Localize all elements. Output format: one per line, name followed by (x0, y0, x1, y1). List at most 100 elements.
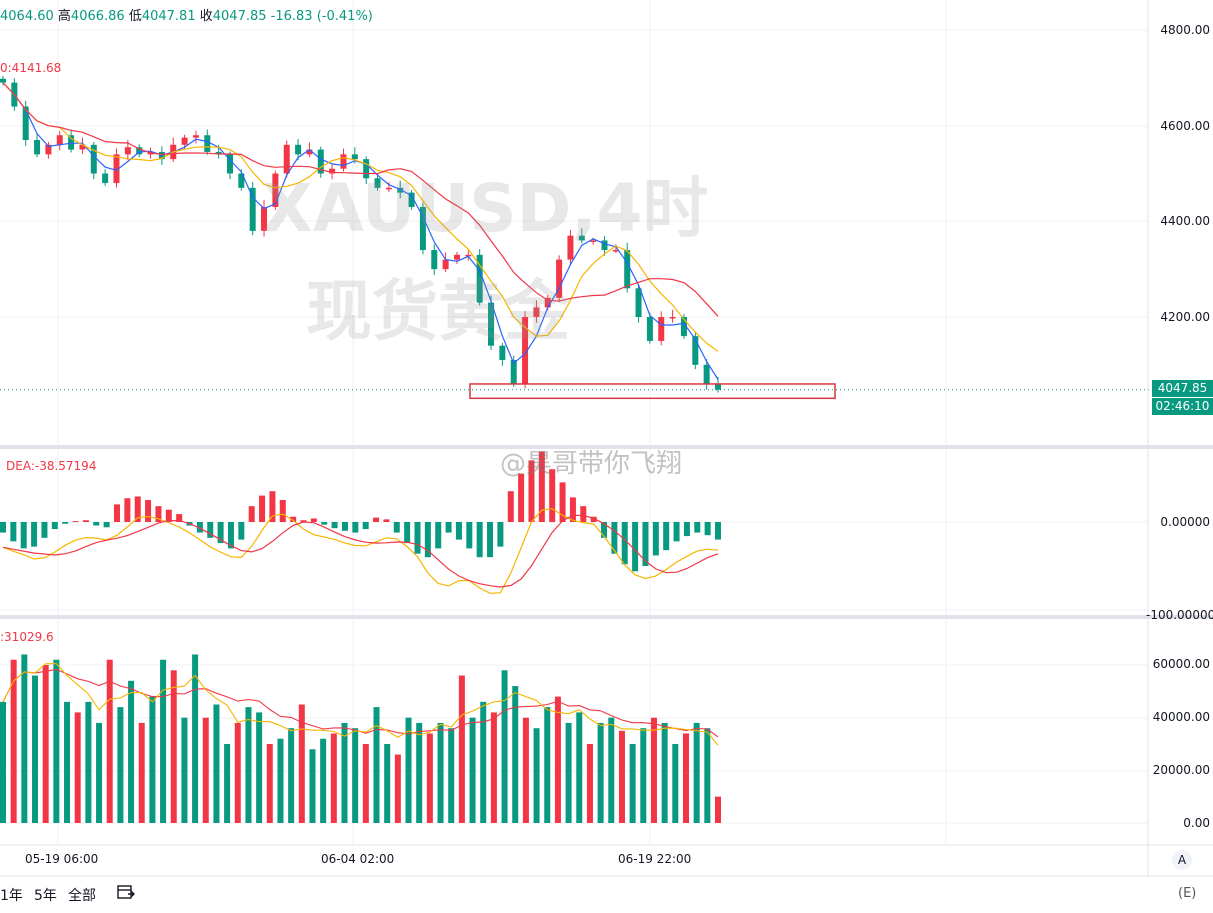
macd-bar-67 (694, 522, 701, 533)
candle-body-52 (590, 240, 597, 242)
volume-bar-39 (416, 722, 423, 823)
range-1y-button[interactable]: 1年 (0, 888, 23, 904)
macd-tick-neg100: -100.00000 (1146, 608, 1213, 622)
time-tick-1: 05-19 06:00 (25, 852, 99, 866)
calendar-range-glyph (117, 885, 135, 899)
macd-bar-47 (487, 522, 494, 558)
candle-body-40 (453, 254, 460, 260)
candle-body-62 (703, 364, 710, 384)
candle-body-53 (601, 240, 608, 251)
volume-bar-33 (352, 728, 359, 823)
macd-bar-60 (621, 522, 628, 565)
macd-bar-29 (300, 520, 307, 522)
volume-bar-1 (10, 659, 17, 823)
volume-bar-58 (618, 730, 625, 823)
macd-bar-0 (0, 522, 6, 533)
macd-bar-64 (663, 522, 670, 551)
calendar-range-icon[interactable] (116, 882, 136, 906)
bar-countdown: 02:46:10 (1152, 398, 1213, 415)
macd-bar-6 (62, 522, 69, 524)
macd-bar-68 (704, 522, 711, 536)
macd-bar-61 (632, 522, 639, 572)
macd-bar-25 (259, 495, 266, 522)
macd-bar-62 (642, 522, 649, 566)
candle-body-12 (136, 147, 143, 155)
macd-bar-2 (20, 522, 27, 549)
candle-body-50 (567, 235, 574, 260)
candle-body-10 (113, 154, 120, 184)
candle-body-5 (56, 135, 63, 145)
macd-bar-22 (227, 522, 234, 549)
volume-bar-47 (501, 670, 508, 823)
volume-bars (0, 654, 721, 823)
macd-bar-39 (404, 522, 411, 544)
volume-bar-2 (21, 654, 28, 823)
close-value: 4047.85 (212, 9, 267, 24)
candle-body-7 (79, 144, 86, 150)
candle-body-48 (544, 297, 551, 308)
volume-bar-49 (522, 717, 529, 823)
volume-bar-46 (490, 712, 497, 823)
macd-bar-40 (414, 522, 421, 554)
candle-body-54 (612, 250, 619, 252)
candle-body-56 (635, 288, 642, 317)
candle-body-38 (431, 250, 438, 270)
ohlc-legend: 4064.60 高4066.86 低4047.81 收4047.85 -16.8… (0, 5, 373, 24)
auto-scale-button[interactable]: A (1172, 850, 1192, 870)
volume-bar-53 (565, 722, 572, 823)
candle-body-49 (556, 259, 563, 298)
volume-bar-66 (704, 728, 711, 823)
volume-tick-40000: 40000.00 (1152, 710, 1210, 724)
macd-bar-26 (269, 491, 276, 522)
macd-bar-51 (528, 460, 535, 522)
volume-bar-37 (394, 754, 401, 823)
macd-bar-43 (445, 522, 452, 533)
candle-body-60 (680, 317, 687, 337)
macd-bar-13 (134, 496, 141, 522)
candle-body-55 (624, 250, 631, 289)
candle-body-29 (329, 168, 336, 174)
toolbar-right-partial[interactable]: (E) (1178, 886, 1197, 901)
volume-bar-18 (192, 654, 199, 823)
macd-bar-63 (652, 522, 659, 556)
pane-separators[interactable] (0, 0, 1213, 877)
volume-bar-60 (640, 728, 647, 823)
candle-body-61 (692, 336, 699, 365)
name-watermark: 现货黄金 (306, 273, 570, 350)
range-5y-button[interactable]: 5年 (34, 888, 57, 904)
volume-bar-0 (0, 701, 6, 823)
volume-bar-50 (533, 728, 540, 823)
volume-bar-14 (149, 696, 156, 823)
macd-bar-10 (103, 522, 110, 528)
macd-bar-52 (538, 451, 545, 522)
candle-body-44 (499, 345, 506, 361)
time-tick-3: 06-19 22:00 (618, 852, 692, 866)
candle-body-17 (192, 135, 199, 138)
candle-body-47 (533, 307, 540, 317)
candle-body-34 (385, 187, 392, 190)
close-label: 收 (199, 9, 213, 24)
candle-body-19 (215, 151, 222, 155)
macd-bar-9 (93, 522, 100, 526)
volume-tick-0: 0.00 (1183, 816, 1210, 830)
range-all-button[interactable]: 全部 (68, 888, 96, 904)
macd-bar-7 (72, 521, 79, 523)
volume-legend: :31029.6 (0, 630, 54, 644)
macd-bar-57 (590, 516, 597, 522)
price-tick-4400: 4400.00 (1160, 214, 1210, 228)
macd-bar-65 (673, 522, 680, 542)
bottom-toolbar: 1年 5年 全部 (E) (0, 876, 1213, 913)
weibo-watermark: @昊哥带你飞翔 (500, 449, 683, 479)
volume-bar-12 (128, 680, 135, 823)
candle-body-37 (419, 206, 426, 251)
volume-bar-31 (330, 733, 337, 823)
macd-tick-0: 0.00000 (1160, 515, 1210, 529)
volume-bar-41 (437, 722, 444, 823)
volume-bar-42 (448, 728, 455, 823)
candle-body-35 (397, 187, 404, 193)
macd-bar-3 (31, 522, 38, 547)
moving-average-lines (0, 82, 1150, 400)
volume-bar-55 (586, 744, 593, 823)
current-price-badge: 4047.85 (1152, 380, 1213, 397)
